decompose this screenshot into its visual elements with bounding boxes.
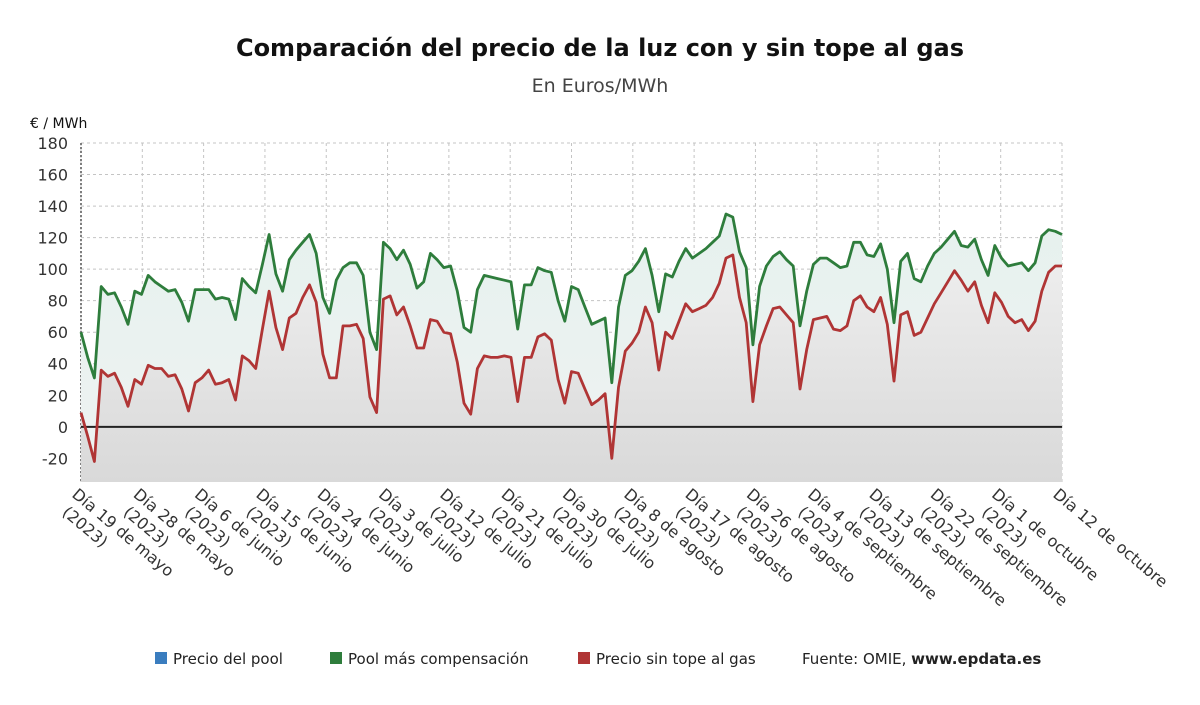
y-axis-ticks: 180 160 140 120 100 80 60 40 20 0 -20 [37, 134, 68, 468]
y-tick-label: 40 [48, 355, 68, 374]
legend: Precio del pool Pool más compensación Pr… [155, 650, 1041, 668]
y-tick-label: 0 [58, 418, 68, 437]
y-tick-label: 180 [37, 134, 68, 153]
legend-label-pool-compensacion: Pool más compensación [348, 650, 529, 668]
source-note: Fuente: OMIE, www.epdata.es [802, 650, 1041, 668]
y-tick-label: 20 [48, 386, 68, 405]
legend-swatch-sin-tope [578, 652, 590, 664]
legend-swatch-pool [155, 652, 167, 664]
y-tick-label: 120 [37, 229, 68, 248]
y-tick-label: -20 [42, 449, 68, 468]
x-tick: Día 12 de octubre [1049, 485, 1171, 592]
source-prefix: Fuente: OMIE, [802, 650, 911, 668]
series-line-pool-compensacion [79, 212, 1063, 385]
series-areas [81, 214, 1062, 482]
legend-label-sin-tope: Precio sin tope al gas [596, 650, 756, 668]
chart-subtitle: En Euros/MWh [532, 75, 669, 97]
x-tick-label: Día 12 de octubre [1049, 485, 1171, 592]
x-axis-ticks: Día 19 de mayo(2023) Día 28 de mayo(2023)… [59, 485, 1172, 611]
legend-swatch-pool-compensacion [330, 652, 342, 664]
y-tick-label: 60 [48, 323, 68, 342]
y-tick-label: 80 [48, 292, 68, 311]
y-tick-label: 100 [37, 260, 68, 279]
y-tick-label: 140 [37, 197, 68, 216]
chart-title: Comparación del precio de la luz con y s… [236, 34, 964, 62]
series-line-sin-tope [79, 253, 1062, 463]
legend-label-pool: Precio del pool [173, 650, 283, 668]
source-site: www.epdata.es [911, 650, 1041, 668]
series-lines [79, 212, 1063, 463]
area-pool-compensacion [81, 214, 1062, 462]
area-sin-tope [81, 254, 1062, 482]
y-tick-label: 160 [37, 166, 68, 185]
y-axis-unit-label: € / MWh [30, 116, 87, 132]
